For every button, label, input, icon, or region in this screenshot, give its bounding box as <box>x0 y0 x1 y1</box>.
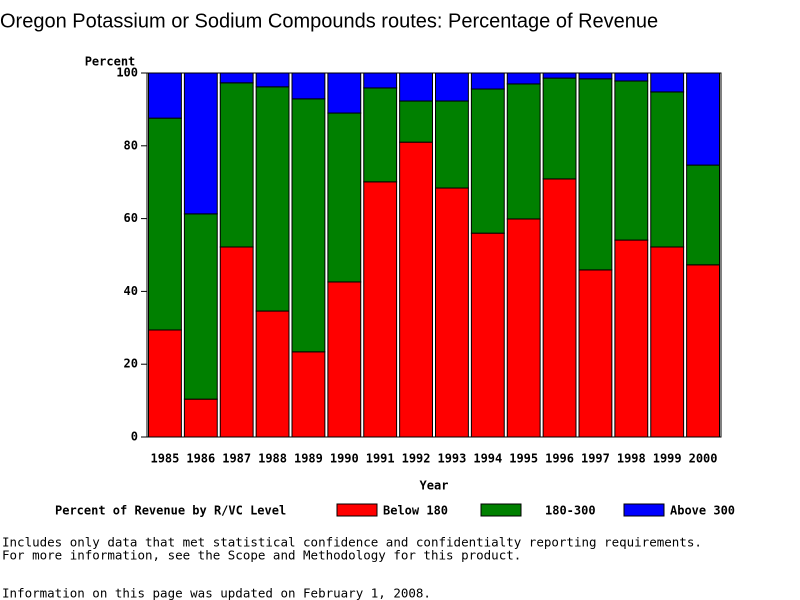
y-tick-label: 20 <box>124 357 138 371</box>
bar-segment <box>435 100 469 189</box>
bar-segment <box>614 72 649 82</box>
legend-swatch <box>336 503 378 517</box>
x-tick-label: 1997 <box>581 452 610 466</box>
bar-segment <box>255 86 290 312</box>
bar-segment <box>470 232 505 438</box>
bar-segment <box>291 98 326 353</box>
legend-swatch <box>480 503 522 517</box>
x-tick-label: 1992 <box>402 452 431 466</box>
bar-segment <box>578 269 613 438</box>
bar-segment <box>363 87 398 183</box>
y-axis-label: Percent <box>85 55 136 69</box>
x-tick-label: 1985 <box>150 452 179 466</box>
x-tick-label: 1994 <box>473 452 502 466</box>
x-tick-label: 1989 <box>294 452 323 466</box>
x-axis-label: Year <box>420 479 449 493</box>
x-tick-label: 1987 <box>222 452 251 466</box>
bar-segment <box>148 329 182 438</box>
x-tick-label: 1993 <box>437 452 466 466</box>
x-tick-label: 1999 <box>653 452 682 466</box>
bar-segment <box>578 72 613 80</box>
bar-segment <box>219 246 254 438</box>
bar-segment <box>327 281 362 438</box>
bar-segment <box>291 72 326 100</box>
bar-segment <box>650 91 685 248</box>
bar-segment <box>506 218 541 438</box>
bar-segment <box>686 264 720 438</box>
footnote: Includes only data that met statistical … <box>2 535 702 550</box>
y-tick-label: 100 <box>116 66 138 80</box>
bar-segment <box>148 117 182 331</box>
bar-segment <box>363 72 398 89</box>
chart-title: Oregon Potassium or Sodium Compounds rou… <box>0 10 658 32</box>
bar-segment <box>470 88 505 234</box>
legend-label: 180-300 <box>545 504 596 518</box>
legend-swatch <box>623 503 665 517</box>
bar-segment <box>399 100 433 143</box>
x-tick-label: 1986 <box>186 452 215 466</box>
bar-segment <box>291 351 326 438</box>
bar-segment <box>650 246 685 438</box>
x-tick-label: 1998 <box>617 452 646 466</box>
bar-segment <box>650 72 685 93</box>
bar-segment <box>470 72 505 90</box>
bar-segment <box>399 72 433 102</box>
x-tick-label: 1996 <box>545 452 574 466</box>
bar-segment <box>183 213 218 400</box>
legend-label: Above 300 <box>670 504 735 518</box>
plot-frame <box>146 72 722 438</box>
bar-segment <box>148 72 182 119</box>
bar-segment <box>255 72 290 88</box>
bar-segment <box>327 72 362 114</box>
bar-segment <box>363 181 398 438</box>
bar-segment <box>255 310 290 438</box>
footnote: For more information, see the Scope and … <box>2 548 521 563</box>
bar-segment <box>219 72 254 84</box>
bar-segment <box>686 72 720 166</box>
bar-segment <box>183 72 218 215</box>
bar-segment <box>219 82 254 248</box>
bar-segment <box>614 239 649 438</box>
x-tick-label: 1991 <box>366 452 395 466</box>
bar-segment <box>506 83 541 220</box>
x-tick-label: 1995 <box>509 452 538 466</box>
x-tick-label: 1990 <box>330 452 359 466</box>
x-tick-label: 1988 <box>258 452 287 466</box>
bar-segment <box>686 164 720 266</box>
bar-segment <box>327 112 362 283</box>
y-tick-label: 40 <box>124 284 138 298</box>
legend-title: Percent of Revenue by R/VC Level <box>55 504 286 518</box>
bar-segment <box>435 72 469 102</box>
bar-segment <box>435 187 469 438</box>
bar-segment <box>399 141 433 438</box>
y-tick-label: 60 <box>124 211 138 225</box>
bar-segment <box>542 77 577 180</box>
legend-label: Below 180 <box>383 504 448 518</box>
x-tick-label: 2000 <box>689 452 718 466</box>
bar-segment <box>542 178 577 438</box>
bar-segment <box>542 72 577 79</box>
bar-segment <box>506 72 541 85</box>
bar-segment <box>614 80 649 241</box>
y-tick-label: 0 <box>131 430 138 444</box>
bar-segment <box>578 78 613 271</box>
footnote: Information on this page was updated on … <box>2 586 431 600</box>
bar-segment <box>183 398 218 438</box>
y-tick-label: 80 <box>124 138 138 152</box>
